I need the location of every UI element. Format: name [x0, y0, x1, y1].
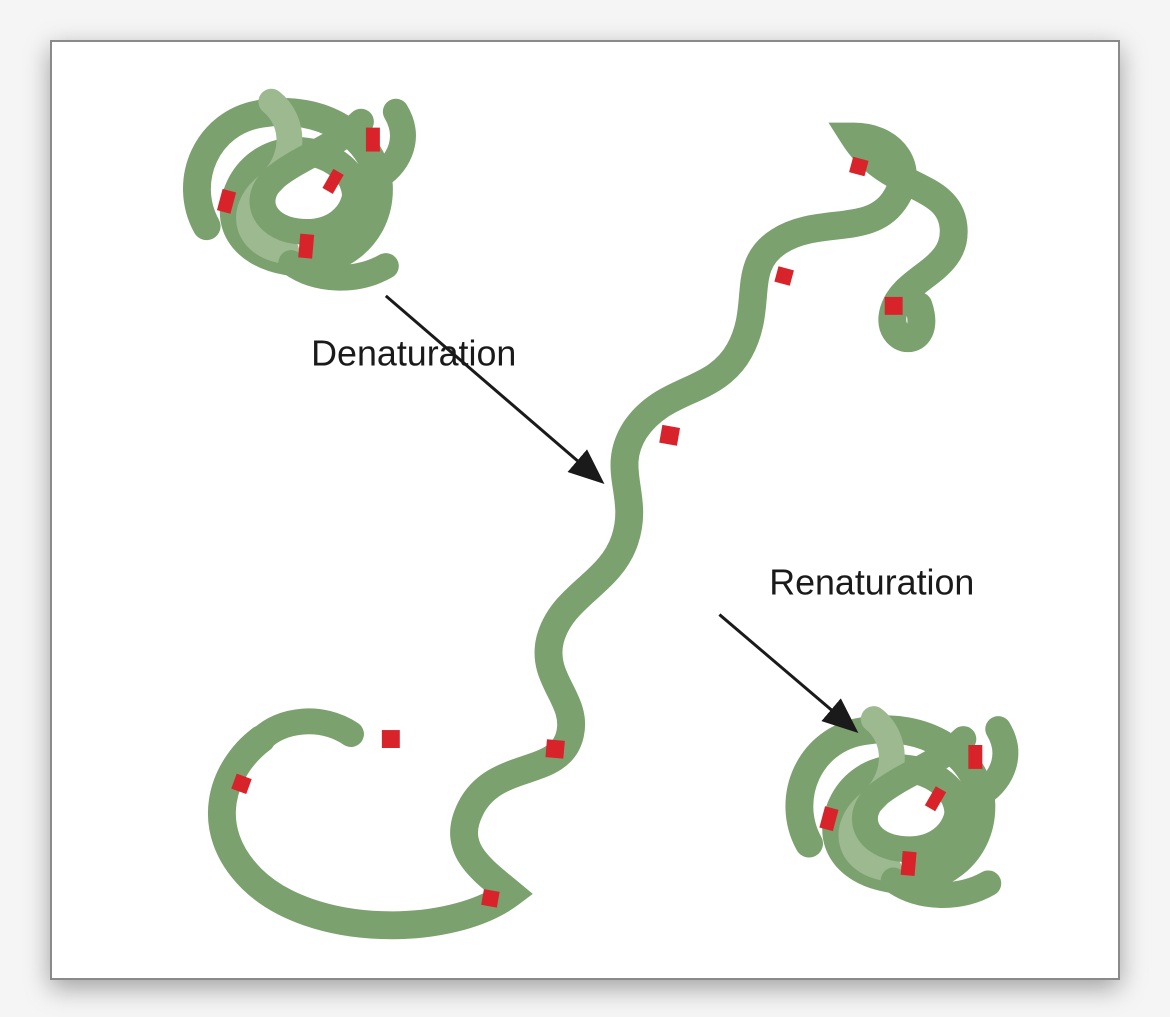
renaturation-label: Renaturation [769, 563, 974, 603]
bond-marker [481, 889, 499, 907]
diagram-svg: Denaturation Renaturation [52, 42, 1118, 978]
bond-marker [659, 425, 680, 446]
folded-protein-top-left [197, 102, 403, 278]
bond-marker [885, 297, 903, 315]
diagram-frame: Denaturation Renaturation [50, 40, 1120, 980]
denaturation-arrow [386, 296, 600, 480]
renaturation-arrow [719, 615, 853, 730]
denaturation-label: Denaturation [311, 334, 516, 374]
folded-protein-bottom-right [799, 719, 1005, 895]
bond-marker [774, 266, 794, 286]
bond-marker [545, 739, 564, 758]
bond-marker [382, 730, 400, 748]
unfolded-tail-lowerleft [261, 721, 351, 739]
